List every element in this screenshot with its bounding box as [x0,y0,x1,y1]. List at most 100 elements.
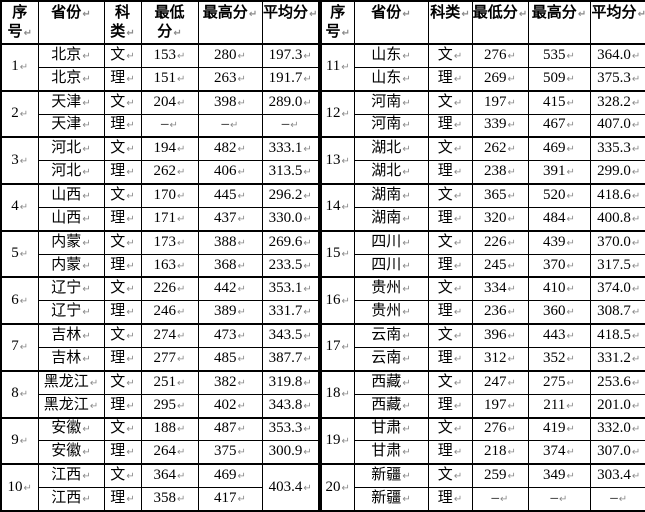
cell-seq: 19↵ [320,416,355,465]
cell-seq: 16↵ [320,276,355,325]
cell-min-score: 197↵ [471,393,529,419]
cell-max-score-text: 370 [543,256,566,273]
cell-avg-score-text: 387.7 [268,349,303,366]
paragraph-mark-icon: ↵ [566,260,575,272]
cell-max-score: 417↵ [197,487,263,512]
header-category: 科 类↵ [103,0,142,45]
header-province-text: 省份 [371,5,402,21]
paragraph-mark-icon: ↵ [507,120,516,132]
cell-province: 吉林↵ [37,346,105,372]
cell-max-score-text: 375 [214,443,237,460]
cell-province-text: 吉林 [51,349,82,366]
table-row: 新疆↵ 理↵ –↵ –↵ –↵ [321,487,645,512]
paragraph-mark-icon: ↵ [453,120,463,132]
paragraph-mark-icon: ↵ [402,494,411,506]
cell-seq: 17↵ [320,323,355,372]
cell-avg-score: 201.0↵ [589,393,645,419]
cell-seq: 10↵ [0,463,39,512]
paragraph-mark-icon: ↵ [631,73,641,85]
paragraph-mark-icon: ↵ [177,307,186,319]
cell-category-text: 文 [110,233,126,250]
paragraph-mark-icon: ↵ [507,284,516,296]
paragraph-mark-icon: ↵ [237,260,246,272]
paragraph-mark-icon: ↵ [507,97,516,109]
paragraph-mark-icon: ↵ [402,120,411,132]
paragraph-mark-icon: ↵ [453,400,463,412]
paragraph-mark-icon: ↵ [566,447,575,459]
cell-min-score: 365↵ [471,183,529,208]
cell-min-score-text: 364 [153,467,177,484]
paragraph-mark-icon: ↵ [453,190,463,202]
cell-province: 江西↵ [37,463,105,489]
paragraph-mark-icon: ↵ [126,447,135,459]
paragraph-mark-icon: ↵ [631,307,641,319]
table-row: 20↵ 新疆↵ 文↵ 259↵ 349↵ 303.4↵ [320,463,645,512]
cell-category: 文↵ [103,42,142,68]
paragraph-mark-icon: ↵ [402,237,411,249]
score-table-right: 序 号↵省份↵科类↵最低分↵最高分↵平均分↵11↵山东↵文↵276↵535↵36… [320,0,645,512]
table-row: 19↵ 甘肃↵ 文↵ 276↵ 419↵ 332.0↵ [320,416,645,465]
cell-seq-text: 9 [11,431,19,448]
table-row: 内蒙↵ 理↵ 163↵ 368↵ 233.5↵ [1,253,320,278]
cell-max-score: –↵ [527,487,591,512]
cell-seq-text: 8 [11,385,19,402]
cell-seq: 11↵ [320,43,355,92]
cell-province-text: 甘肃 [371,443,402,460]
cell-min-score: 226↵ [140,276,199,302]
cell-avg-score: 375.3↵ [589,66,645,92]
cell-category: 文↵ [103,229,142,255]
cell-category-text: 文 [110,186,126,203]
paragraph-mark-icon: ↵ [126,331,135,343]
cell-avg-score: 370.0↵ [589,229,645,255]
paragraph-mark-icon: ↵ [402,260,411,272]
paragraph-mark-icon: ↵ [507,237,516,249]
table-row: 5↵ 内蒙↵ 文↵ 173↵ 388↵ 269.6↵ [0,229,320,278]
cell-category: 文↵ [103,416,142,442]
cell-max-score: 445↵ [197,183,263,208]
cell-max-score-text: 406 [214,163,237,180]
paragraph-mark-icon: ↵ [177,167,186,179]
cell-province-text: 西藏 [371,373,402,390]
cell-category-text: 理 [437,349,453,366]
paragraph-mark-icon: ↵ [507,447,516,459]
table-row: 黑龙江↵ 理↵ 295↵ 402↵ 343.8↵ [1,393,320,419]
cell-province-text: 河南 [371,93,402,110]
header-seq: 序 号↵ [0,0,39,45]
cell-avg-score: 387.7↵ [261,346,320,372]
cell-province-text: 甘肃 [371,420,402,437]
header-category: 科类↵ [427,0,473,45]
cell-province: 辽宁↵ [37,300,105,325]
paragraph-mark-icon: ↵ [19,389,29,401]
cell-min-score-text: 274 [153,327,177,344]
cell-avg-score-text: 364.0 [597,46,631,63]
paragraph-mark-icon: ↵ [19,295,29,307]
cell-max-score-text: 467 [543,116,566,133]
cell-avg-score-text: 319.8 [268,373,303,390]
cell-seq: 6↵ [0,276,39,325]
header-avg-score-text: 平均分 [591,5,637,21]
paragraph-mark-icon: ↵ [237,284,246,296]
cell-min-score: 276↵ [471,42,529,68]
header-max-score: 最高分↵ [197,0,263,45]
cell-province: 山西↵ [37,183,105,208]
paragraph-mark-icon: ↵ [19,435,29,447]
table-row: 湖北↵ 理↵ 238↵ 391↵ 299.0↵ [321,160,645,185]
paragraph-mark-icon: ↵ [303,377,312,389]
paragraph-mark-icon: ↵ [237,213,246,225]
cell-min-score: 277↵ [140,346,199,372]
cell-category-text: 理 [110,256,126,273]
paragraph-mark-icon: ↵ [126,73,135,85]
cell-max-score-text: 398 [214,93,237,110]
paragraph-mark-icon: ↵ [566,331,575,343]
cell-category: 理↵ [427,487,473,512]
paragraph-mark-icon: ↵ [402,190,411,202]
cell-province: 西藏↵ [353,369,429,395]
cell-category-text: 文 [437,420,453,437]
cell-province: 新疆↵ [353,463,429,489]
cell-min-score: 259↵ [471,463,529,489]
cell-seq-text: 10 [7,478,23,495]
cell-avg-score: 335.3↵ [589,136,645,162]
paragraph-mark-icon: ↵ [507,50,516,62]
cell-min-score: 247↵ [471,369,529,395]
cell-province-text: 天津 [51,93,82,110]
